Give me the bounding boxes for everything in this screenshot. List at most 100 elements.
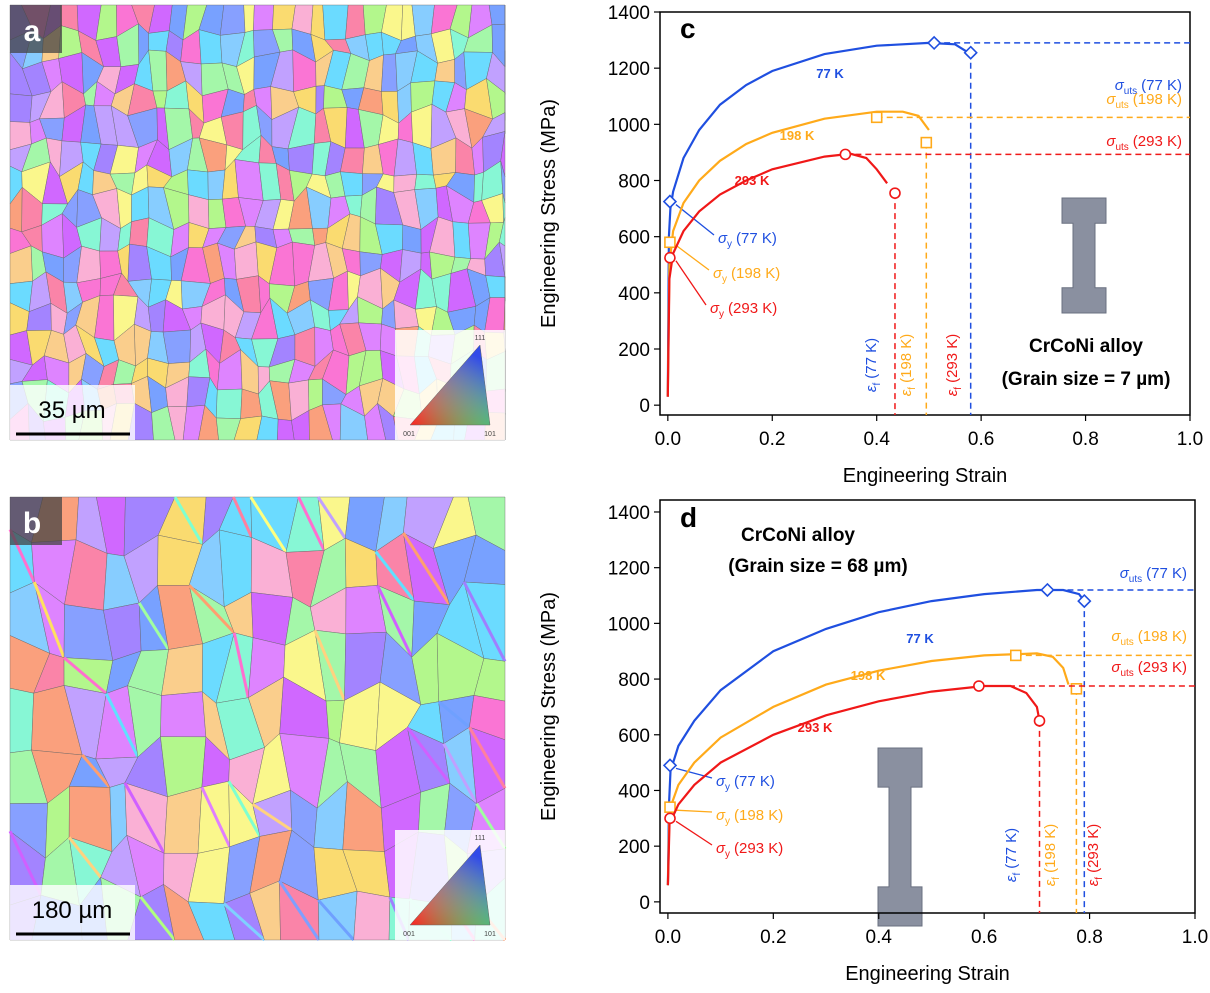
uts-marker	[1040, 582, 1055, 598]
annotation-text: (198 K)	[1138, 628, 1187, 645]
annotation-symbol: ε	[898, 389, 915, 396]
twin	[313, 629, 346, 701]
panel-label: d	[680, 502, 697, 533]
annotation-symbol: σ	[1111, 628, 1121, 645]
twin	[462, 581, 507, 662]
annotation: εf (293 K)	[1085, 824, 1105, 887]
ipf-tick: 001	[403, 931, 415, 938]
annotation-symbol: σ	[716, 840, 726, 857]
ipf-tick: 101	[484, 431, 496, 438]
twin	[317, 899, 355, 941]
panel-label: b	[23, 507, 41, 540]
grain	[253, 4, 274, 31]
x-tick-label: 1.0	[1177, 429, 1203, 450]
grain	[499, 241, 506, 278]
grain	[243, 4, 255, 33]
annotation-text: (293 K)	[1085, 824, 1102, 873]
grain	[310, 4, 326, 41]
grain	[160, 736, 207, 798]
grain	[452, 221, 471, 259]
scale-bar-bg	[10, 885, 135, 940]
curve-label: 77 K	[816, 66, 844, 81]
specimen-icon	[877, 747, 923, 927]
curve-label: 293 K	[798, 720, 833, 735]
grain	[9, 687, 34, 754]
annotation-text: (77 K)	[734, 773, 775, 790]
twin	[81, 754, 112, 789]
x-tick-label: 0.0	[655, 927, 681, 948]
annotation-text: (198 K)	[1042, 824, 1059, 873]
fracture-marker	[889, 187, 901, 199]
curve	[666, 652, 1070, 886]
plot-frame	[659, 11, 1191, 416]
chart-title: (Grain size = 7 µm)	[1002, 369, 1171, 390]
grain	[9, 93, 33, 123]
panel-label-bg	[10, 5, 62, 53]
x-tick-label: 0.4	[863, 429, 890, 450]
y-tick-label: 0	[639, 396, 650, 417]
x-tick-label: 0.0	[655, 429, 681, 450]
fracture-marker	[920, 136, 933, 149]
grain	[272, 4, 296, 30]
y-tick-label: 400	[618, 781, 650, 802]
grain	[322, 4, 349, 41]
fracture-marker	[963, 45, 978, 60]
annotation-symbol: σ	[1115, 77, 1125, 94]
twin	[376, 584, 414, 658]
annotation: σy (77 K)	[718, 230, 777, 250]
x-tick-label: 0.6	[968, 429, 994, 450]
annotation-text: (293 K)	[728, 300, 777, 317]
annotation-sub: f	[907, 387, 918, 390]
annotation-sub: uts	[1120, 668, 1133, 679]
curve-label: 198 K	[851, 668, 886, 683]
annotation-symbol: σ	[710, 300, 720, 317]
y-tick-label: 1000	[608, 115, 650, 136]
annotation-text: (293 K)	[1133, 133, 1182, 150]
scale-bar-label: 180 µm	[32, 897, 113, 924]
yield-marker	[664, 801, 676, 813]
twin	[139, 896, 176, 941]
ipf-tick: 101	[484, 931, 496, 938]
y-tick-label: 1200	[608, 59, 650, 80]
annotation: σuts (293 K)	[1111, 659, 1187, 679]
x-tick-label: 1.0	[1182, 927, 1208, 948]
ipf-triangle-overlay	[409, 844, 491, 926]
twin	[188, 584, 236, 634]
annotation-text: (198 K)	[731, 265, 780, 282]
chart: 0 200 400 600 800 1000 1200 1400 0.0 0.2 0.4 0.6 0.8…	[538, 499, 1208, 985]
grain	[402, 224, 422, 254]
annotation: εf (77 K)	[1003, 828, 1023, 882]
chart-title: CrCoNi alloy	[741, 525, 855, 546]
yield-marker	[662, 194, 678, 209]
annotation-symbol: σ	[1106, 133, 1116, 150]
annotation-symbol: ε	[1085, 879, 1102, 886]
yield-arrow	[675, 820, 713, 846]
x-tick-label: 0.2	[760, 927, 786, 948]
annotation-sub: y	[725, 849, 730, 860]
chart-title: (Grain size = 68 µm)	[728, 556, 907, 577]
annotation-sub: f	[953, 387, 964, 390]
annotation: σy (293 K)	[716, 840, 783, 860]
annotation-sub: uts	[1124, 86, 1137, 97]
annotation-symbol: ε	[1042, 879, 1059, 886]
y-tick-label: 200	[618, 340, 650, 361]
twin	[63, 656, 108, 695]
twin	[374, 550, 416, 602]
annotation-sub: f	[1051, 877, 1062, 880]
uts-marker	[927, 35, 942, 51]
twin	[137, 602, 170, 651]
annotation-text: (198 K)	[734, 807, 783, 824]
twin	[232, 632, 250, 699]
annotation-symbol: σ	[713, 265, 723, 282]
twin	[8, 830, 43, 896]
y-tick-label: 800	[618, 172, 650, 193]
y-tick-label: 0	[639, 893, 650, 914]
annotation: σuts (198 K)	[1106, 91, 1182, 111]
annotation-text: (293 K)	[944, 334, 961, 383]
x-tick-label: 0.8	[1076, 927, 1102, 948]
annotation-text: (293 K)	[734, 840, 783, 857]
twin	[222, 902, 266, 942]
y-tick-label: 200	[618, 837, 650, 858]
yield-marker	[664, 812, 676, 825]
